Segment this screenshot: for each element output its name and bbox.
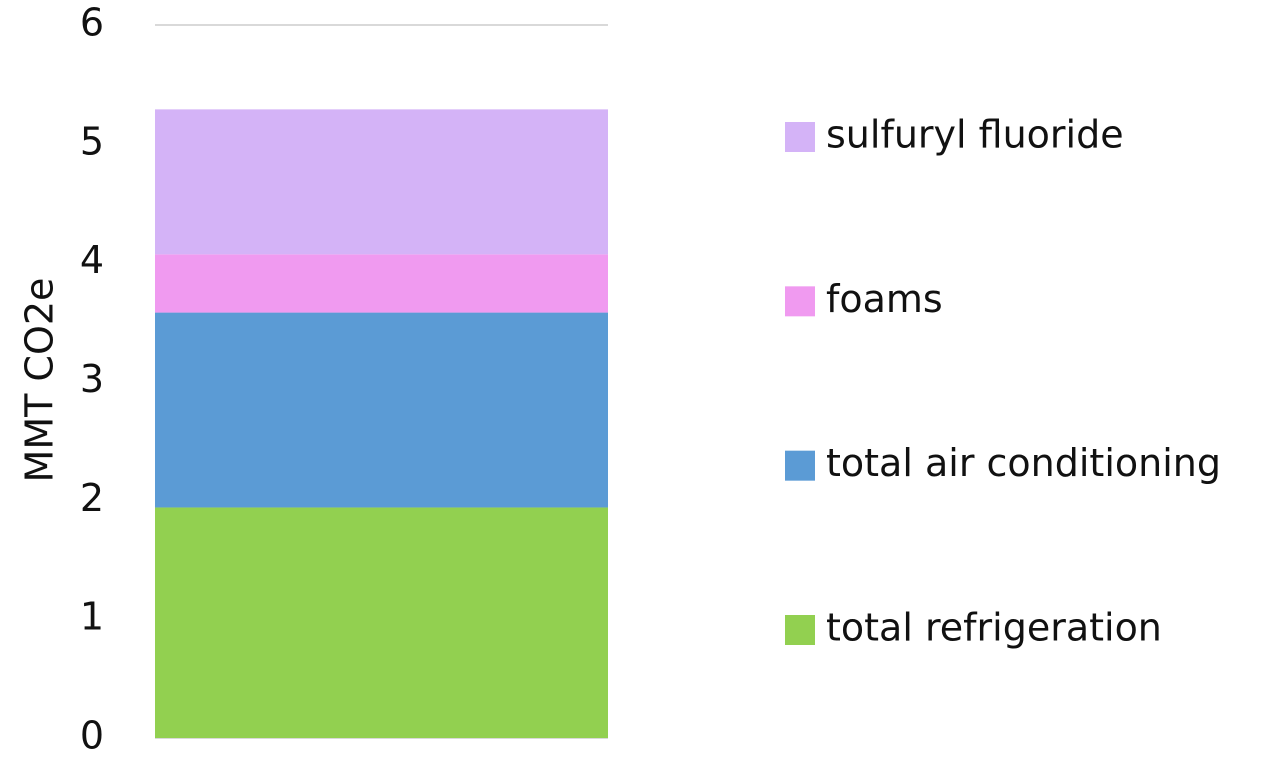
y-tick-label: 4 bbox=[80, 238, 104, 282]
bar-segment bbox=[155, 254, 608, 313]
y-tick-label: 6 bbox=[80, 1, 104, 45]
y-tick-label: 3 bbox=[80, 357, 104, 401]
legend-swatch bbox=[785, 286, 815, 317]
y-tick-label: 0 bbox=[80, 714, 104, 757]
y-tick-label: 2 bbox=[80, 476, 104, 520]
legend-label: foams bbox=[826, 277, 943, 321]
legend-swatch bbox=[785, 450, 815, 481]
y-axis-label: MMT CO2e bbox=[18, 278, 62, 483]
bar-segment bbox=[155, 109, 608, 255]
legend-swatch bbox=[785, 122, 815, 152]
bar-segment bbox=[155, 507, 608, 738]
y-tick-label: 1 bbox=[80, 595, 104, 639]
legend-label: total refrigeration bbox=[826, 606, 1162, 650]
legend-label: sulfuryl fluoride bbox=[826, 113, 1124, 157]
y-tick-label: 5 bbox=[80, 119, 104, 163]
bar-segment bbox=[155, 312, 608, 508]
legend-label: total air conditioning bbox=[826, 441, 1221, 485]
legend-swatch bbox=[785, 615, 815, 645]
